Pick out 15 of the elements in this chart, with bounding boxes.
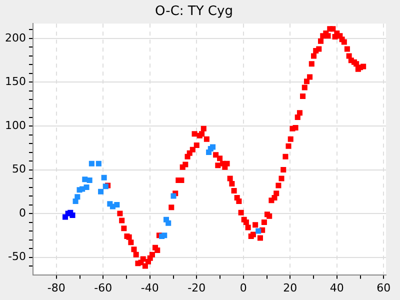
x-tick-label: 0 (240, 281, 247, 294)
y-tick-label: 0 (18, 206, 26, 220)
y-tick-label: 200 (4, 31, 26, 44)
x-tick-label: -60 (94, 281, 112, 294)
y-tick-label: 50 (12, 162, 26, 176)
y-tick-label: 100 (4, 118, 26, 132)
x-tick-label: 60 (376, 281, 391, 294)
x-tick-label: -80 (47, 281, 66, 294)
x-tick-label: 20 (283, 281, 298, 294)
x-tick-label: 40 (330, 281, 344, 294)
chart-title: O-C: TY Cyg (155, 4, 233, 20)
y-tick-label: 150 (4, 75, 26, 88)
y-tick-label: -50 (8, 250, 26, 264)
x-tick-label: -20 (188, 281, 206, 294)
x-tick-label: -40 (140, 281, 159, 294)
